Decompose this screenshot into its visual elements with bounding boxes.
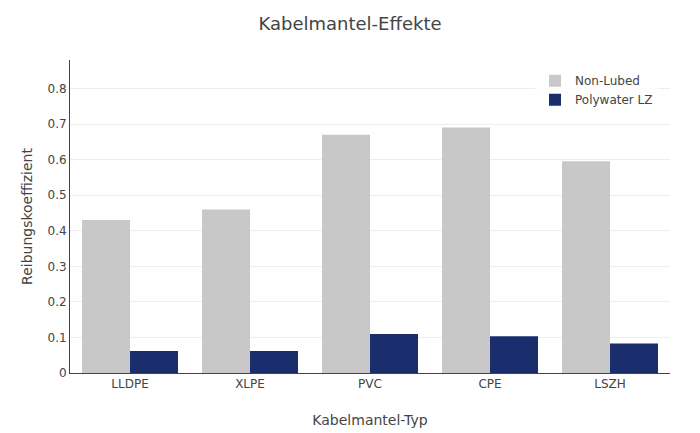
svg-text:CPE: CPE [478,377,501,391]
svg-text:LSZH: LSZH [594,377,626,391]
svg-text:0.4: 0.4 [48,224,67,238]
svg-text:0.6: 0.6 [48,153,67,167]
svg-text:0.5: 0.5 [48,188,67,202]
svg-text:0.2: 0.2 [48,295,67,309]
svg-text:0.3: 0.3 [48,260,67,274]
svg-text:Reibungskoeffizient: Reibungskoeffizient [19,148,35,285]
svg-text:Kabelmantel-Effekte: Kabelmantel-Effekte [258,13,441,34]
svg-text:0.1: 0.1 [48,331,67,345]
svg-text:XLPE: XLPE [235,377,265,391]
svg-text:0.8: 0.8 [48,82,67,96]
svg-text:Kabelmantel-Typ: Kabelmantel-Typ [312,412,427,428]
svg-text:LLDPE: LLDPE [111,377,148,391]
svg-text:PVC: PVC [358,377,382,391]
svg-text:Polywater LZ: Polywater LZ [575,93,653,107]
svg-text:0.7: 0.7 [48,117,67,131]
svg-text:0: 0 [59,366,67,380]
svg-text:Non-Lubed: Non-Lubed [575,74,640,88]
